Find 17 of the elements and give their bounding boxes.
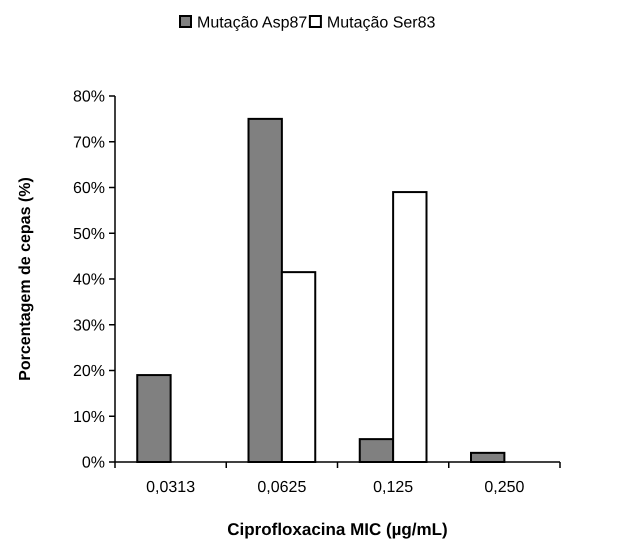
x-axis-title: Ciprofloxacina MIC (µg/mL) (227, 520, 448, 539)
x-tick-label: 0,0625 (257, 479, 306, 496)
x-tick-label: 0,0313 (146, 479, 196, 496)
legend-label: Mutação Ser83 (326, 14, 436, 32)
y-tick-label: 60% (72, 180, 105, 198)
legend-label: Mutação Asp87 (197, 14, 308, 32)
y-tick-label: 50% (72, 226, 105, 243)
y-tick-label: 40% (72, 272, 105, 289)
y-tick-label: 30% (72, 317, 105, 334)
y-tick-label: 70% (72, 134, 105, 152)
x-tick-label: 0,250 (484, 479, 524, 496)
y-tick-label: 80% (72, 88, 105, 106)
y-axis-title: Porcentagem de cepas (%) (17, 177, 34, 381)
y-tick-label: 10% (72, 408, 105, 426)
y-tick-label: 0% (82, 454, 105, 472)
y-tick-label: 20% (72, 363, 105, 380)
x-tick-label: 0,125 (373, 479, 414, 496)
